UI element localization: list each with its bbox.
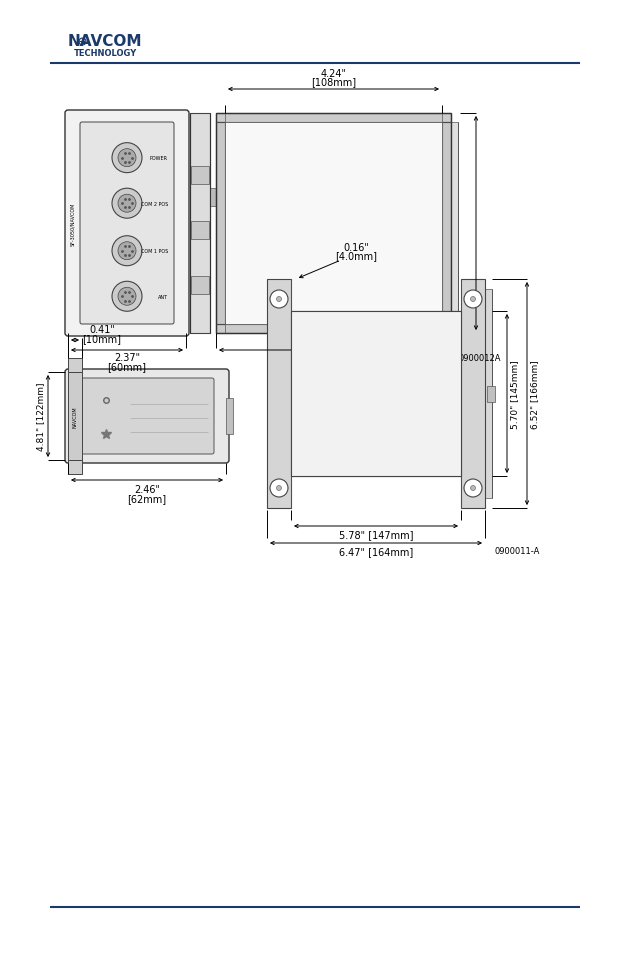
Bar bbox=[191, 221, 209, 239]
Circle shape bbox=[270, 479, 288, 497]
FancyBboxPatch shape bbox=[80, 378, 214, 455]
Text: 0900012A: 0900012A bbox=[459, 354, 501, 363]
Bar bbox=[485, 290, 492, 498]
Text: 4.81" [122mm]: 4.81" [122mm] bbox=[36, 382, 45, 451]
Text: 6.47" [164mm]: 6.47" [164mm] bbox=[300, 358, 374, 369]
Text: 5.70" [145mm]: 5.70" [145mm] bbox=[510, 359, 519, 429]
Text: NAVCOM: NAVCOM bbox=[72, 406, 77, 427]
Circle shape bbox=[112, 282, 142, 312]
Bar bbox=[68, 460, 82, 475]
Text: NAVCOM: NAVCOM bbox=[68, 34, 142, 50]
Bar bbox=[68, 373, 82, 460]
FancyBboxPatch shape bbox=[65, 370, 229, 463]
Text: [4.0mm]: [4.0mm] bbox=[335, 251, 377, 261]
Text: TECHNOLOGY: TECHNOLOGY bbox=[74, 49, 137, 57]
Text: 4.24": 4.24" bbox=[321, 69, 347, 79]
Circle shape bbox=[470, 486, 475, 491]
Text: [108mm]: [108mm] bbox=[311, 77, 356, 87]
Bar bbox=[216, 325, 451, 334]
Bar bbox=[191, 167, 209, 185]
Circle shape bbox=[276, 297, 282, 302]
Bar bbox=[190, 113, 210, 334]
Text: 0.16": 0.16" bbox=[343, 243, 369, 253]
Bar bbox=[210, 189, 217, 207]
Bar bbox=[225, 123, 442, 325]
Circle shape bbox=[112, 236, 142, 267]
Circle shape bbox=[112, 144, 142, 173]
Bar bbox=[216, 113, 451, 123]
Text: 6.47" [164mm]: 6.47" [164mm] bbox=[339, 546, 413, 557]
Bar bbox=[442, 123, 451, 325]
Bar bbox=[451, 123, 458, 325]
FancyBboxPatch shape bbox=[80, 123, 174, 325]
Text: 2.46": 2.46" bbox=[134, 484, 160, 495]
Text: 0900011-A: 0900011-A bbox=[494, 546, 540, 556]
Text: 5.78" [147mm]: 5.78" [147mm] bbox=[339, 530, 413, 539]
Text: SF-3050/NAVCOM: SF-3050/NAVCOM bbox=[70, 202, 75, 246]
Text: 6.52" [166mm]: 6.52" [166mm] bbox=[530, 359, 539, 429]
Bar bbox=[461, 280, 485, 509]
Circle shape bbox=[112, 189, 142, 219]
Bar bbox=[267, 280, 291, 509]
Bar bbox=[487, 386, 495, 402]
Bar bbox=[191, 276, 209, 294]
Text: COM 2 POS: COM 2 POS bbox=[141, 201, 168, 207]
Circle shape bbox=[118, 242, 136, 260]
Bar bbox=[216, 123, 225, 325]
Circle shape bbox=[470, 297, 475, 302]
Text: POWER: POWER bbox=[150, 156, 168, 161]
Text: ANT: ANT bbox=[158, 294, 168, 299]
Bar bbox=[226, 399, 233, 435]
FancyBboxPatch shape bbox=[65, 111, 189, 336]
Circle shape bbox=[270, 291, 288, 309]
Bar bbox=[68, 358, 82, 373]
Bar bbox=[291, 312, 461, 476]
Circle shape bbox=[118, 150, 136, 168]
Circle shape bbox=[464, 291, 482, 309]
Circle shape bbox=[118, 288, 136, 306]
Text: [62mm]: [62mm] bbox=[127, 494, 167, 503]
Text: 0.41": 0.41" bbox=[89, 325, 115, 335]
Text: COM 1 POS: COM 1 POS bbox=[141, 249, 168, 253]
Text: 2.37": 2.37" bbox=[114, 353, 140, 363]
Circle shape bbox=[118, 195, 136, 213]
Text: [60mm]: [60mm] bbox=[108, 361, 146, 372]
Circle shape bbox=[276, 486, 282, 491]
Text: [10mm]: [10mm] bbox=[82, 334, 122, 344]
Circle shape bbox=[464, 479, 482, 497]
